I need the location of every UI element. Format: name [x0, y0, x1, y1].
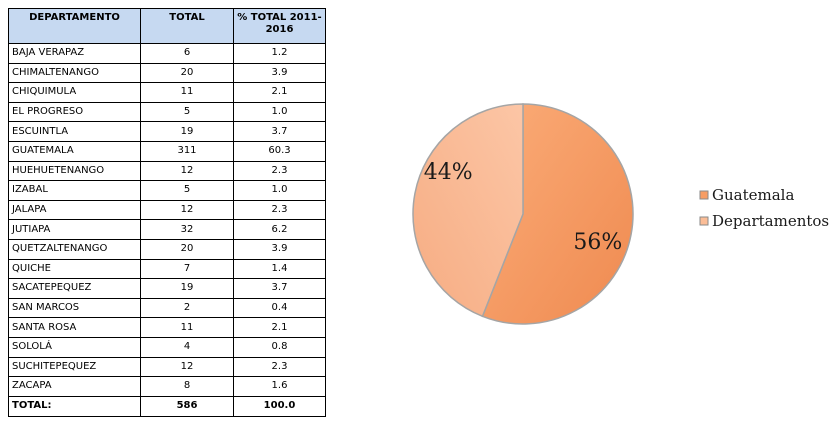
header-departamento: DEPARTAMENTO — [8, 8, 141, 44]
total-label: TOTAL: — [8, 395, 141, 417]
legend-swatch-departamentos — [699, 216, 709, 226]
table-row: QUETZALTENANGO 20 3.9 — [8, 238, 326, 260]
table-row: CHIQUIMULA 11 2.1 — [8, 82, 326, 103]
table-row: SAN MARCOS 2 0.4 — [8, 297, 326, 319]
departments-table: DEPARTAMENTO TOTAL % TOTAL 2011-2016 BAJ… — [8, 8, 326, 417]
legend-swatch-guatemala — [699, 190, 709, 200]
table-row: BAJA VERAPAZ 6 1.2 — [8, 43, 326, 64]
pie-label-departamentos: 44% — [424, 160, 473, 185]
pie-label-guatemala: 56% — [573, 230, 622, 255]
table-row: EL PROGRESO 5 1.0 — [8, 101, 326, 123]
table-row: GUATEMALA 311 60.3 — [8, 140, 326, 162]
table-row: SACATEPEQUEZ 19 3.7 — [8, 278, 326, 299]
table-total-row: TOTAL: 586 100.0 — [8, 395, 326, 417]
cell-percent: 1.0 — [233, 101, 326, 123]
table-row: IZABAL 5 1.0 — [8, 180, 326, 201]
pie-slice-guatemala — [481, 103, 634, 325]
departments-table-container: DEPARTAMENTO TOTAL % TOTAL 2011-2016 BAJ… — [8, 8, 326, 417]
table-header-row: DEPARTAMENTO TOTAL % TOTAL 2011-2016 — [8, 8, 326, 44]
legend-label-guatemala: Guatemala — [712, 186, 794, 204]
table-row: JUTIAPA 32 6.2 — [8, 219, 326, 240]
legend-label-departamentos: Departamentos — [712, 212, 829, 230]
pie-slice-departamentos — [412, 103, 524, 318]
total-percent: 100.0 — [233, 395, 326, 417]
table-row: JALAPA 12 2.3 — [8, 199, 326, 221]
header-percent: % TOTAL 2011-2016 — [233, 8, 326, 44]
